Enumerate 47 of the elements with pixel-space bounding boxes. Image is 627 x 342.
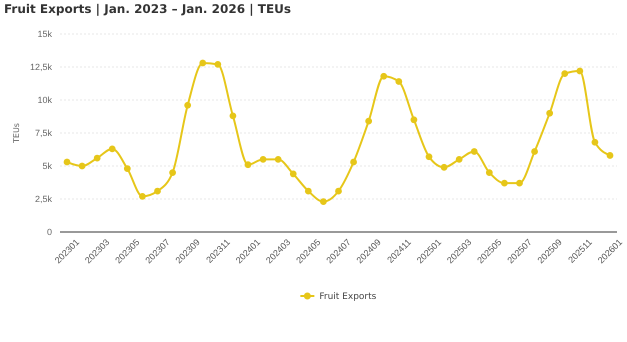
point [320, 198, 327, 206]
point [395, 78, 402, 85]
y-tick-label: 2,5k [34, 194, 52, 204]
point [410, 116, 418, 124]
point [94, 154, 101, 162]
point [124, 165, 131, 172]
point [606, 152, 614, 159]
point [350, 158, 357, 166]
point [365, 118, 372, 124]
point [274, 156, 282, 163]
point [470, 148, 478, 155]
point [561, 70, 568, 77]
point [78, 162, 86, 170]
point [531, 148, 538, 155]
y-tick-label: 10k [37, 94, 52, 105]
point [304, 188, 312, 194]
point [486, 169, 493, 176]
point [184, 102, 192, 109]
point [108, 145, 116, 152]
point [546, 110, 554, 117]
point [576, 68, 584, 74]
point [426, 153, 432, 160]
y-tick-label: 15k [37, 28, 52, 39]
point [199, 60, 206, 66]
point [501, 180, 508, 187]
y-tick-label: 12,5k [30, 62, 52, 72]
point [244, 161, 252, 168]
point [214, 60, 222, 68]
point [440, 164, 448, 171]
point [64, 158, 70, 166]
point [456, 156, 463, 163]
chart-title: Fruit Exports | Jan. 2023 – Jan. 2026 | TEUs [4, 2, 292, 16]
legend-label: Fruit Exports [319, 292, 377, 302]
point [592, 138, 598, 146]
point [230, 112, 236, 120]
y-tick-label: 0 [46, 226, 52, 237]
point [516, 180, 523, 187]
point [380, 72, 388, 80]
point [335, 188, 342, 194]
point [260, 156, 266, 163]
y-axis-title: TEUs [12, 123, 21, 144]
y-tick-label: 5k [42, 160, 52, 171]
point [290, 170, 297, 178]
point [154, 188, 161, 194]
point [139, 192, 146, 200]
point [169, 169, 176, 176]
y-tick-label: 7,5k [34, 128, 52, 138]
